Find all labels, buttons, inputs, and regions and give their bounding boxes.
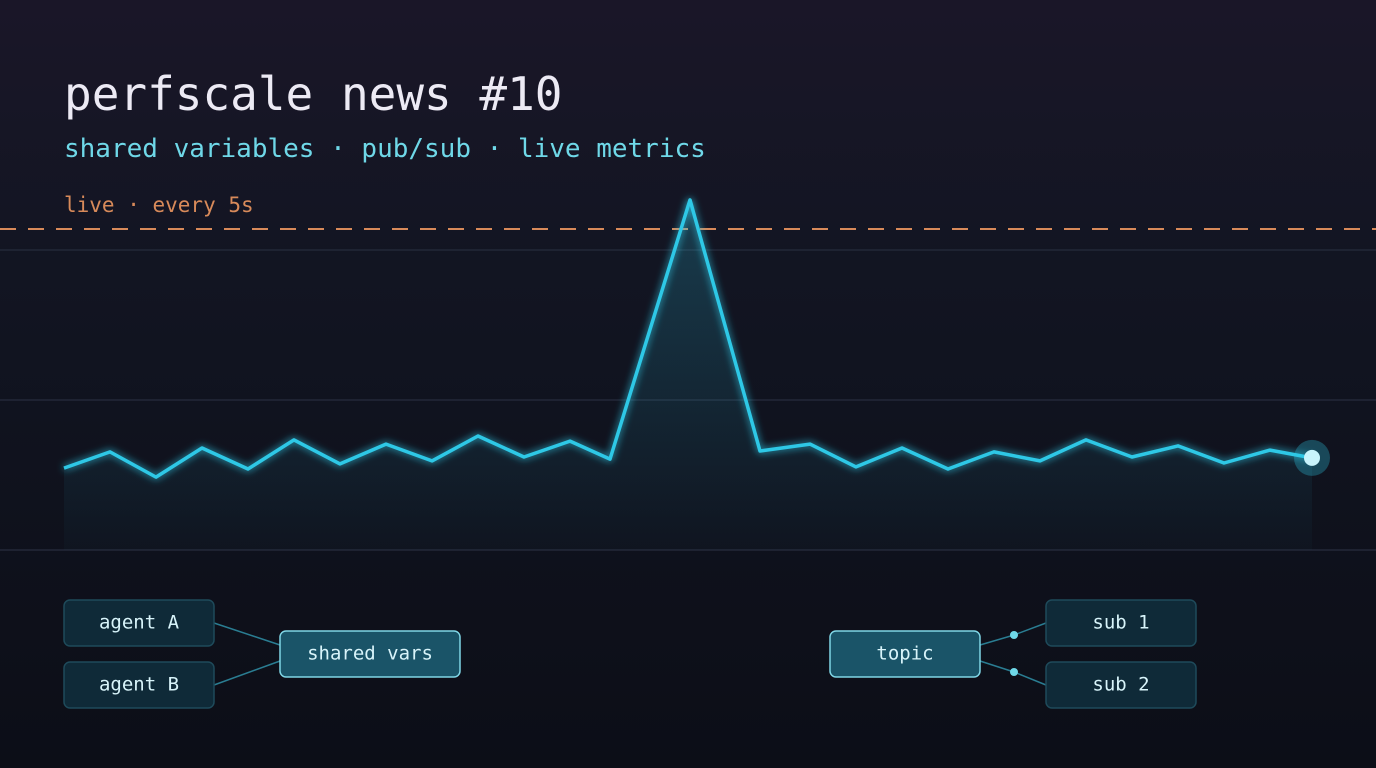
node-label: sub 2 xyxy=(1092,674,1149,696)
annotation: live · every 5s xyxy=(64,193,254,217)
title: perfscale news #10 xyxy=(64,67,563,121)
area xyxy=(64,199,1312,550)
node: shared vars xyxy=(279,630,461,678)
connector-dot xyxy=(1010,668,1018,676)
node-label: topic xyxy=(876,643,933,665)
node: sub 1 xyxy=(1045,599,1197,647)
line xyxy=(63,198,1313,479)
node: agent B xyxy=(63,661,215,709)
node: sub 2 xyxy=(1045,661,1197,709)
plot xyxy=(0,198,1376,550)
node-label: shared vars xyxy=(307,643,433,665)
connector-dot xyxy=(1010,631,1018,639)
node-label: agent A xyxy=(99,612,180,634)
subtitle: shared variables · pub/sub · live metric… xyxy=(64,134,706,164)
node: agent A xyxy=(63,599,215,647)
node: topic xyxy=(829,630,981,678)
node-label: agent B xyxy=(99,674,179,696)
node-label: sub 1 xyxy=(1092,612,1149,634)
end-point xyxy=(1304,449,1320,466)
